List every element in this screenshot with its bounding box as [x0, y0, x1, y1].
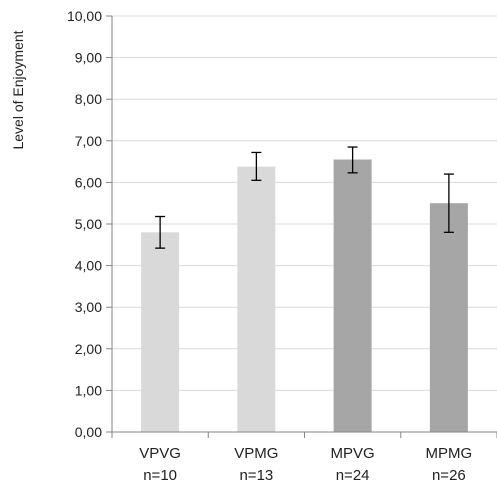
axes — [106, 15, 497, 438]
y-tick-label: 0,00 — [75, 424, 102, 440]
bar-vpmg — [237, 166, 276, 433]
y-axis-label: Level of Enjoyment — [10, 30, 26, 149]
bar-vpvg — [141, 232, 180, 432]
y-tick-label: 7,00 — [75, 133, 102, 149]
y-tick-labels: 0,00 1,00 2,00 3,00 4,00 5,00 6,00 7,00 8,00 9,00… — [67, 8, 102, 440]
x-tick-label: MPMG — [426, 445, 473, 462]
error-bars — [155, 146, 454, 249]
x-tick-label: VPMG — [234, 445, 278, 462]
x-tick-count: n=13 — [239, 467, 273, 484]
y-tick-label: 4,00 — [75, 258, 102, 274]
y-tick-label: 3,00 — [75, 299, 102, 315]
y-tick-label: 5,00 — [75, 216, 102, 232]
bar-mpvg — [333, 159, 372, 432]
y-tick-label: 6,00 — [75, 174, 102, 190]
x-tick-label: MPVG — [331, 445, 375, 462]
x-tick-label: VPVG — [139, 445, 181, 462]
y-tick-label: 2,00 — [75, 341, 102, 357]
x-tick-count: n=24 — [336, 467, 370, 484]
x-tick-count: n=26 — [432, 467, 466, 484]
bar-mpmg — [429, 203, 468, 432]
y-tick-label: 10,00 — [67, 8, 102, 24]
x-tick-count: n=10 — [143, 467, 177, 484]
bars — [141, 159, 468, 433]
y-tick-label: 8,00 — [75, 91, 102, 107]
y-tick-label: 9,00 — [75, 50, 102, 66]
x-tick-labels: VPVG n=10 VPMG n=13 MPVG n=24 MPMG n=26 — [139, 445, 472, 484]
y-tick-label: 1,00 — [75, 382, 102, 398]
